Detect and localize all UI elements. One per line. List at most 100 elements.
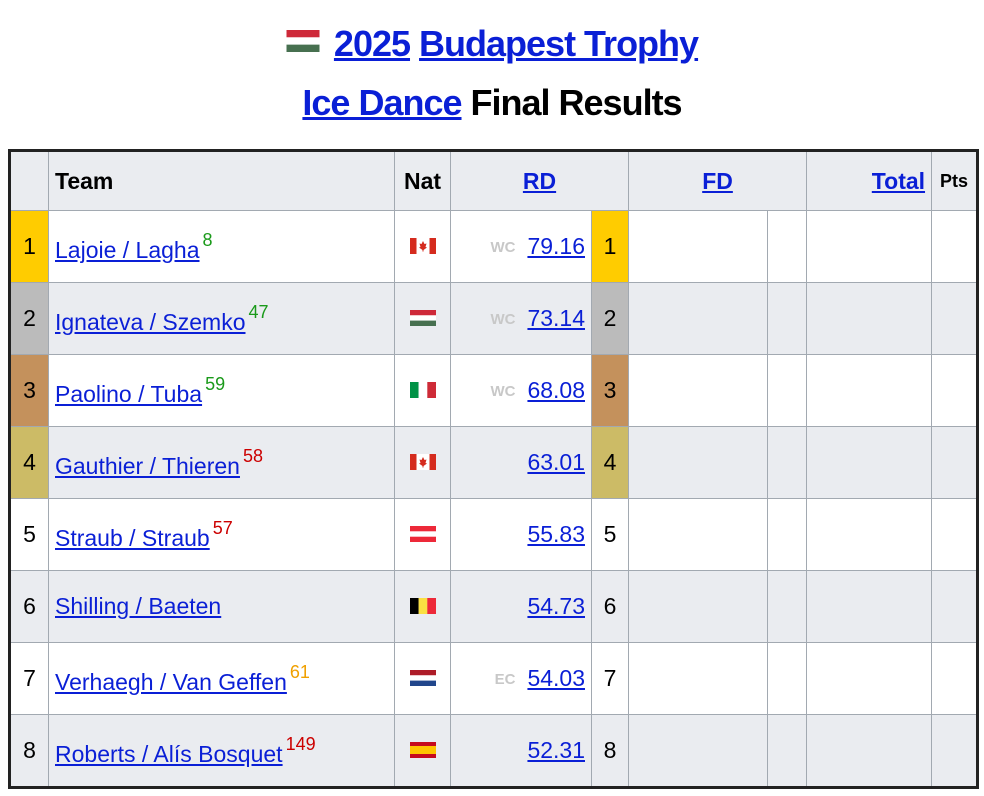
total-cell — [806, 714, 933, 788]
event-link[interactable]: Budapest Trophy — [419, 23, 699, 64]
team-cell: Roberts / Alís Bosquet 149 — [48, 714, 395, 788]
qualifier-tag: WC — [490, 239, 516, 256]
total-cell — [806, 498, 933, 571]
header-cell: RD — [449, 150, 630, 211]
note: 149 — [285, 733, 316, 754]
fd-score-cell — [628, 714, 769, 788]
nat-cell — [394, 210, 451, 283]
team-link[interactable]: Verhaegh / Van Geffen — [55, 668, 287, 695]
pts-cell — [931, 282, 979, 355]
team-cell: Paolino / Tuba 59 — [48, 354, 395, 427]
rd-score-link[interactable]: 54.03 — [527, 665, 585, 691]
team-cell: Lajoie / Lagha 8 — [48, 210, 395, 283]
pts-cell — [931, 714, 979, 788]
header-link[interactable]: RD — [522, 167, 557, 194]
fd-rank-cell — [767, 282, 808, 355]
result-row: 8 Roberts / Alís Bosquet 149 52.31 8 — [9, 714, 979, 788]
total-cell — [806, 642, 933, 715]
rd-score-link[interactable]: 79.16 — [527, 233, 585, 259]
team-link[interactable]: Paolino / Tuba — [55, 380, 203, 407]
note: 59 — [205, 373, 226, 394]
header-row: Team Nat RD FD Total Pts — [9, 150, 979, 211]
year-link[interactable]: 2025 — [333, 23, 411, 64]
qualifier-tag: WC — [490, 311, 516, 328]
nat-cell — [394, 642, 451, 715]
header-cell: Nat — [394, 150, 451, 211]
results-table: Team Nat RD FD Total Pts 1 Lajoie / Lagh… — [8, 149, 980, 789]
fd-score-cell — [628, 282, 769, 355]
rd-score-cell: EC 54.03 — [450, 642, 592, 715]
rank-cell: 2 — [9, 282, 49, 355]
discipline-link[interactable]: Ice Dance — [302, 82, 462, 123]
rd-rank-cell: 4 — [590, 426, 630, 499]
fd-rank-cell — [767, 498, 808, 571]
note: 58 — [242, 445, 263, 466]
header-cell: Team — [48, 150, 395, 211]
pts-cell — [931, 570, 979, 643]
rd-rank-cell: 7 — [590, 642, 630, 715]
team-link[interactable]: Lajoie / Lagha — [55, 236, 200, 263]
flag-hungary — [286, 30, 320, 52]
header-cell: Total — [806, 150, 933, 211]
title-line-2: Ice Dance Final Results — [0, 74, 984, 132]
total-cell — [806, 210, 933, 283]
fd-score-cell — [628, 642, 769, 715]
total-cell — [806, 570, 933, 643]
note: 8 — [202, 229, 213, 250]
title-suffix: Final Results — [470, 82, 683, 123]
nat-cell — [394, 714, 451, 788]
header-cell — [9, 150, 49, 211]
title-line-1: 2025 Budapest Trophy — [0, 15, 984, 73]
team-link[interactable]: Straub / Straub — [55, 524, 210, 551]
rd-score-cell: 63.01 — [450, 426, 592, 499]
rd-rank-cell: 8 — [590, 714, 630, 788]
nat-flag — [410, 598, 436, 614]
team-cell: Verhaegh / Van Geffen 61 — [48, 642, 395, 715]
pts-cell — [931, 210, 979, 283]
rd-rank-cell: 2 — [590, 282, 630, 355]
nat-flag — [410, 670, 436, 686]
note: 57 — [212, 517, 233, 538]
fd-rank-cell — [767, 714, 808, 788]
fd-rank-cell — [767, 426, 808, 499]
team-link[interactable]: Shilling / Baeten — [55, 593, 222, 619]
rd-score-cell: WC 73.14 — [450, 282, 592, 355]
result-row: 1 Lajoie / Lagha 8 WC 79.16 1 — [9, 210, 979, 283]
rank-cell: 7 — [9, 642, 49, 715]
pts-cell — [931, 498, 979, 571]
fd-score-cell — [628, 498, 769, 571]
pts-cell — [931, 354, 979, 427]
team-link[interactable]: Ignateva / Szemko — [55, 308, 246, 335]
header-link[interactable]: Total — [871, 167, 926, 194]
rd-score-link[interactable]: 73.14 — [527, 305, 585, 331]
fd-rank-cell — [767, 210, 808, 283]
rd-rank-cell: 6 — [590, 570, 630, 643]
rank-cell: 3 — [9, 354, 49, 427]
result-row: 7 Verhaegh / Van Geffen 61 EC 54.03 7 — [9, 642, 979, 715]
result-row: 6 Shilling / Baeten 54.73 6 — [9, 570, 979, 643]
rd-rank-cell: 5 — [590, 498, 630, 571]
fd-rank-cell — [767, 642, 808, 715]
total-cell — [806, 282, 933, 355]
team-cell: Shilling / Baeten — [48, 570, 395, 643]
rd-score-link[interactable]: 63.01 — [527, 449, 585, 475]
note: 61 — [289, 661, 310, 682]
rd-score-link[interactable]: 54.73 — [527, 593, 585, 619]
rank-cell: 1 — [9, 210, 49, 283]
team-link[interactable]: Roberts / Alís Bosquet — [55, 740, 283, 767]
rd-score-link[interactable]: 52.31 — [527, 737, 585, 763]
nat-flag — [410, 238, 436, 254]
pts-cell — [931, 426, 979, 499]
nat-cell — [394, 570, 451, 643]
result-row: 5 Straub / Straub 57 55.83 5 — [9, 498, 979, 571]
rank-cell: 6 — [9, 570, 49, 643]
header-cell: Pts — [931, 150, 979, 211]
result-row: 4 Gauthier / Thieren 58 63.01 4 — [9, 426, 979, 499]
team-link[interactable]: Gauthier / Thieren — [55, 452, 240, 479]
rd-score-link[interactable]: 55.83 — [527, 521, 585, 547]
rd-score-link[interactable]: 68.08 — [527, 377, 585, 403]
nat-flag — [410, 382, 436, 398]
fd-score-cell — [628, 210, 769, 283]
header-link[interactable]: FD — [702, 167, 733, 194]
